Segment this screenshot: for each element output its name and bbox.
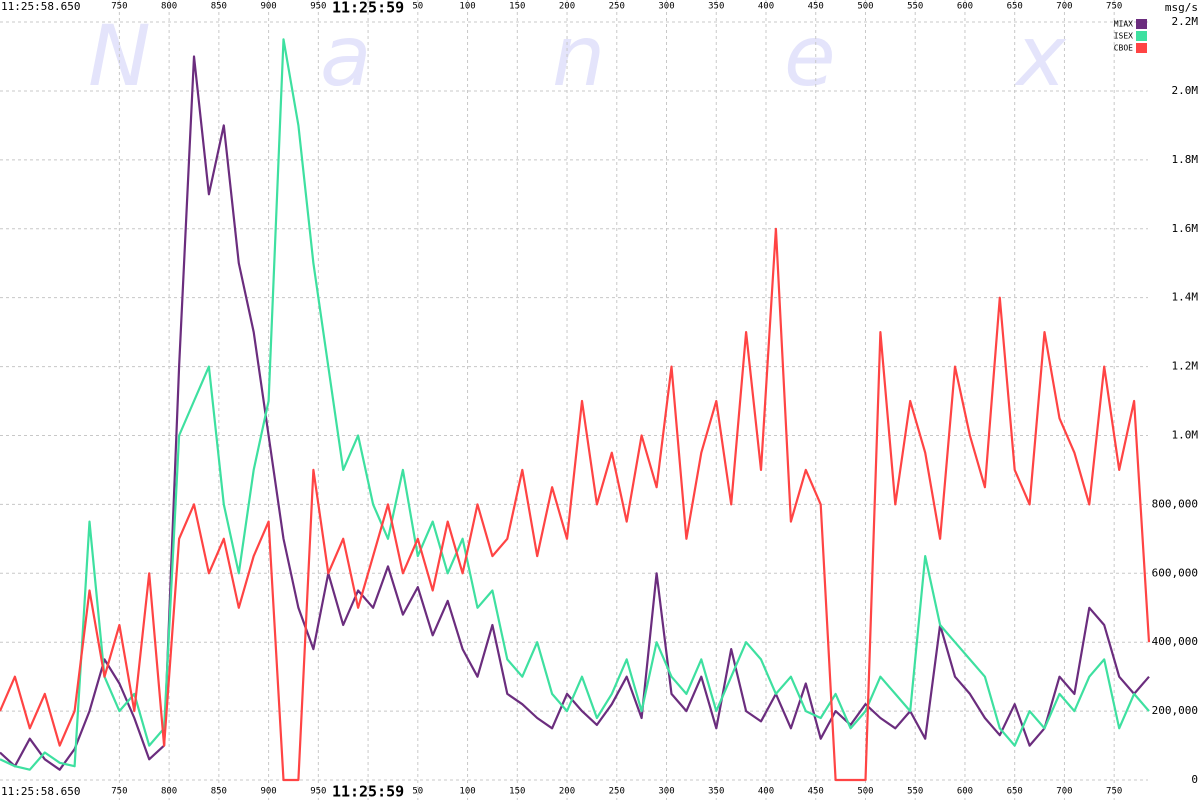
x-tick-label: 250	[609, 787, 625, 797]
series-line	[0, 55, 1150, 771]
x-tick-label: 750	[1106, 787, 1122, 797]
legend-swatch	[1136, 19, 1147, 29]
legend-label: CBOE	[1114, 44, 1133, 53]
x-tick-label: 750	[111, 787, 127, 797]
x-tick-label: 700	[1056, 2, 1072, 12]
x-tick-label: 550	[907, 2, 923, 12]
x-tick-label: 850	[211, 787, 227, 797]
x-tick-label: 200	[559, 2, 575, 12]
legend-label: ISEX	[1114, 32, 1133, 41]
watermark-letter: e	[784, 7, 836, 105]
x-tick-label: 600	[957, 787, 973, 797]
x-tick-label: 150	[509, 787, 525, 797]
y-tick-label: 1.6M	[1172, 222, 1199, 235]
x-tick-label: 950	[310, 787, 326, 797]
x-tick-label: 500	[857, 2, 873, 12]
x-tick-label: 50	[412, 2, 423, 12]
x-tick-label: 550	[907, 787, 923, 797]
x-tick-label: 900	[260, 2, 276, 12]
x-tick-label: 400	[758, 2, 774, 12]
x-tick-label: 200	[559, 787, 575, 797]
x-tick-label: 950	[310, 2, 326, 12]
x-tick-label: 450	[808, 2, 824, 12]
start-label: 11:25:58.650	[1, 0, 80, 13]
series-line	[0, 227, 1151, 782]
y-tick-label: 2.0M	[1172, 84, 1199, 97]
y-tick-label: 200,000	[1152, 704, 1198, 717]
legend-label: MIAX	[1114, 20, 1133, 29]
x-tick-label: 650	[1007, 2, 1023, 12]
x-tick-label: 850	[211, 2, 227, 12]
x-tick-label: 750	[111, 2, 127, 12]
x-tick-label: 800	[161, 2, 177, 12]
unit-label: msg/s	[1165, 1, 1198, 14]
x-tick-label: 100	[459, 2, 475, 12]
x-tick-label: 350	[708, 787, 724, 797]
y-tick-label: 1.0M	[1172, 428, 1199, 441]
legend-swatch	[1136, 31, 1147, 41]
start-label: 11:25:58.650	[1, 785, 80, 798]
series-line	[0, 38, 1150, 771]
y-tick-label: 1.8M	[1172, 153, 1199, 166]
watermark-letter: a	[320, 7, 371, 105]
y-tick-label: 2.2M	[1172, 15, 1199, 28]
x-tick-label: 600	[957, 2, 973, 12]
x-tick-label: 900	[260, 787, 276, 797]
x-tick-label: 300	[658, 2, 674, 12]
x-tick-label: 150	[509, 2, 525, 12]
x-tick-label: 800	[161, 787, 177, 797]
watermark-letter: x	[1013, 7, 1067, 105]
x-tick-label: 50	[412, 787, 423, 797]
x-tick-label: 11:25:59	[332, 0, 404, 17]
x-tick-label: 750	[1106, 2, 1122, 12]
x-tick-label: 250	[609, 2, 625, 12]
x-tick-label: 450	[808, 787, 824, 797]
legend-swatch	[1136, 43, 1147, 53]
x-tick-label: 650	[1007, 787, 1023, 797]
y-tick-label: 600,000	[1152, 566, 1198, 579]
x-tick-label: 350	[708, 2, 724, 12]
x-tick-label: 11:25:59	[332, 783, 404, 800]
y-tick-label: 400,000	[1152, 635, 1198, 648]
x-tick-label: 300	[658, 787, 674, 797]
x-tick-label: 700	[1056, 787, 1072, 797]
x-tick-label: 100	[459, 787, 475, 797]
y-tick-label: 0	[1191, 773, 1198, 786]
x-tick-label: 400	[758, 787, 774, 797]
y-tick-label: 1.4M	[1172, 291, 1199, 304]
y-tick-label: 800,000	[1152, 497, 1198, 510]
y-tick-label: 1.2M	[1172, 360, 1199, 373]
watermark-letter: n	[552, 7, 605, 105]
x-tick-label: 500	[857, 787, 873, 797]
